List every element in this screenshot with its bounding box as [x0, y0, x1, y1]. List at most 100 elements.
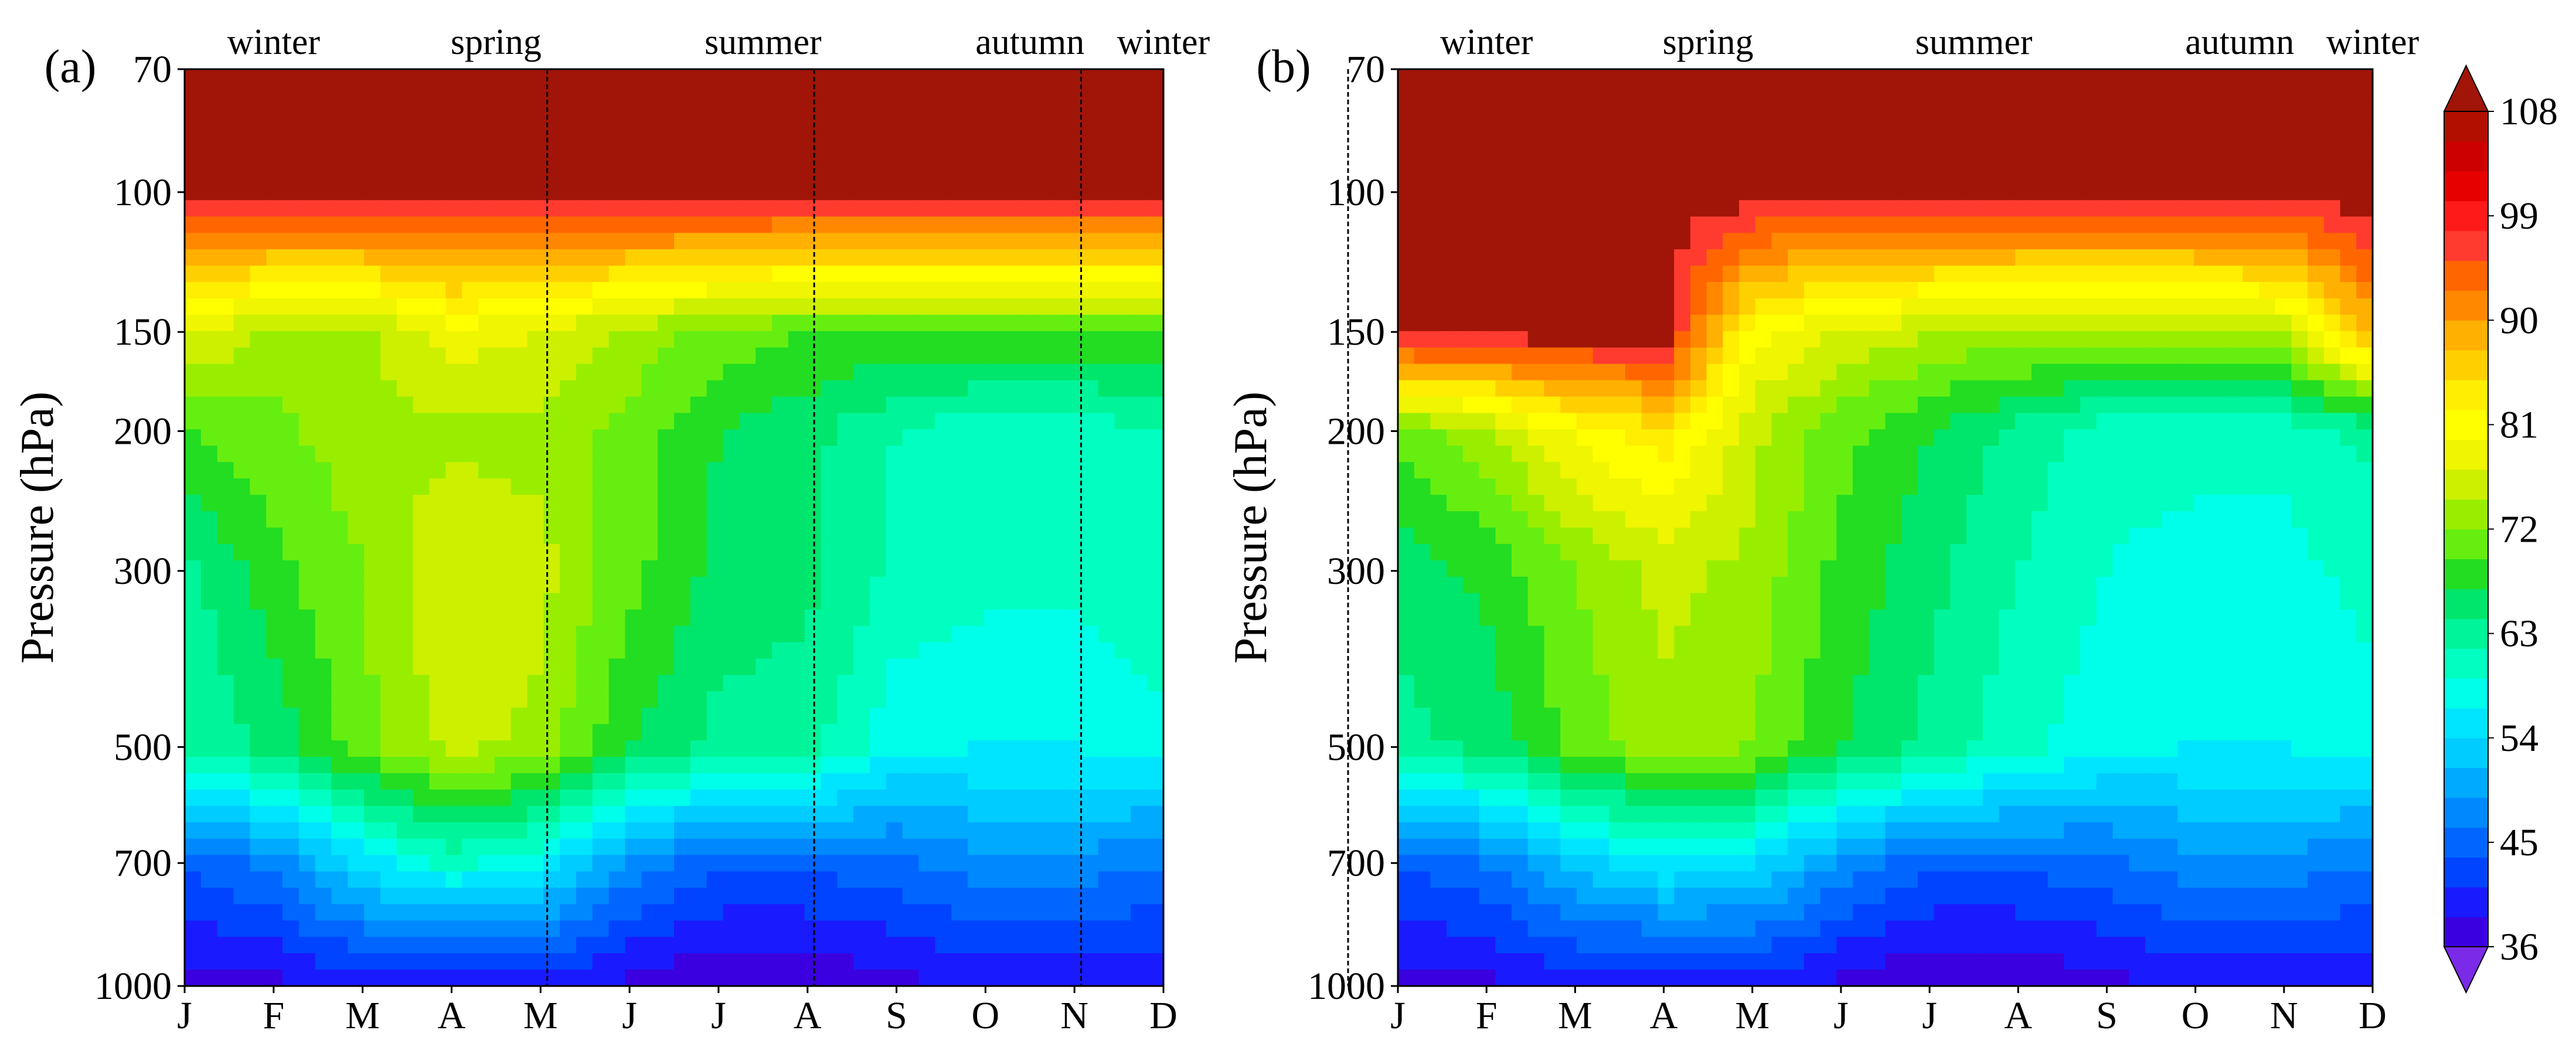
contour-cell [2242, 429, 2259, 447]
contour-cell [1512, 396, 1529, 414]
contour-cell [1131, 314, 1148, 332]
contour-cell [1131, 396, 1148, 414]
contour-cell [1114, 789, 1132, 807]
contour-cell [478, 167, 495, 185]
contour-cell [576, 789, 593, 807]
contour-cell [1398, 151, 1415, 168]
contour-cell [2177, 478, 2194, 495]
contour-cell [511, 708, 528, 725]
contour-cell [185, 822, 202, 839]
contour-cell [250, 937, 267, 954]
contour-cell [200, 511, 218, 528]
contour-cell [2112, 446, 2130, 463]
contour-cell [1049, 528, 1066, 545]
contour-cell [1016, 85, 1034, 103]
contour-cell [1447, 85, 1464, 103]
contour-cell [380, 331, 397, 348]
contour-cell [1966, 413, 1983, 430]
contour-cell [2047, 233, 2065, 250]
contour-cell [331, 920, 349, 938]
contour-cell [918, 593, 936, 610]
contour-cell [984, 658, 1001, 676]
contour-cell [756, 576, 773, 594]
contour-cell [674, 151, 691, 168]
contour-cell [1098, 855, 1115, 872]
contour-cell [1560, 216, 1577, 234]
contour-cell [2112, 167, 2130, 185]
contour-cell [511, 724, 528, 741]
contour-cell [723, 200, 740, 217]
contour-cell [478, 282, 495, 299]
contour-cell [1755, 216, 1772, 234]
contour-cell [1000, 101, 1018, 119]
contour-cell [2031, 249, 2048, 266]
contour-cell [968, 609, 985, 627]
contour-cell [298, 757, 316, 774]
contour-cell [462, 167, 479, 185]
contour-cell [1066, 69, 1083, 86]
contour-cell [2129, 183, 2146, 201]
contour-cell [298, 167, 316, 185]
contour-cell [1885, 347, 1903, 365]
contour-cell [951, 380, 968, 397]
contour-cell [1000, 396, 1018, 414]
contour-cell [788, 871, 805, 889]
contour-cell [772, 691, 789, 709]
contour-cell [2210, 347, 2227, 365]
contour-cell [592, 642, 610, 659]
contour-cell [1147, 708, 1164, 725]
contour-cell [2356, 69, 2373, 86]
contour-cell [543, 200, 560, 217]
contour-cell [902, 528, 920, 545]
contour-cell [658, 675, 675, 692]
contour-cell [902, 691, 920, 709]
contour-cell [185, 871, 202, 889]
contour-cell [2242, 151, 2259, 168]
contour-cell [1081, 970, 1099, 987]
contour-cell [1000, 134, 1018, 152]
contour-cell [772, 658, 789, 676]
contour-cell [870, 495, 887, 512]
contour-cell [1131, 216, 1148, 234]
contour-cell [608, 970, 626, 987]
contour-cell [413, 724, 430, 741]
contour-cell [1049, 380, 1066, 397]
contour-cell [674, 167, 691, 185]
contour-cell [1131, 413, 1148, 430]
contour-cell [429, 528, 447, 545]
contour-cell [1609, 380, 1626, 397]
contour-cell [2177, 314, 2194, 332]
contour-cell [1066, 560, 1083, 577]
contour-cell [592, 118, 610, 135]
contour-cell [918, 216, 936, 234]
contour-cell [2064, 396, 2081, 414]
contour-cell [902, 118, 920, 135]
contour-cell [935, 838, 952, 856]
season-label: spring [451, 22, 542, 62]
contour-cell [1853, 249, 1870, 266]
contour-cell [723, 314, 740, 332]
contour-cell [1033, 446, 1050, 463]
contour-cell [266, 298, 283, 315]
contour-cell [1447, 183, 1464, 201]
contour-cell [1771, 266, 1788, 283]
contour-cell [739, 233, 756, 250]
contour-cell [543, 822, 560, 839]
contour-cell [380, 249, 397, 266]
contour-cell [1398, 462, 1415, 480]
contour-cell [298, 183, 316, 201]
contour-cell [853, 511, 870, 528]
contour-cell [1131, 511, 1148, 528]
contour-cell [1131, 347, 1148, 365]
contour-cell [625, 298, 642, 315]
contour-cell [592, 69, 610, 86]
plot-frame [183, 68, 1165, 987]
contour-cell [2161, 396, 2179, 414]
contour-cell [364, 773, 381, 790]
contour-cell [2129, 446, 2146, 463]
contour-cell [511, 528, 528, 545]
contour-cell [674, 216, 691, 234]
contour-cell [1147, 511, 1164, 528]
contour-cell [1114, 543, 1132, 561]
contour-cell [348, 855, 365, 872]
